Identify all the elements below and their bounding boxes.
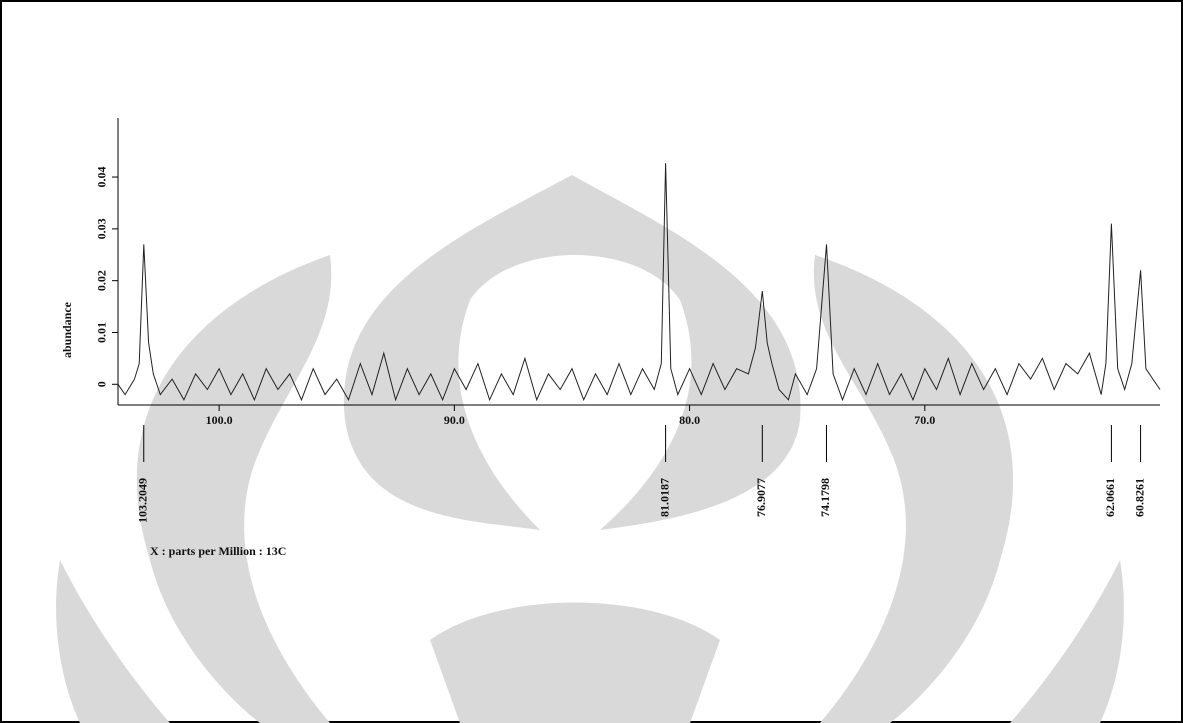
x-axis-label: X : parts per Million : 13C [150,544,286,558]
x-tick-label: 90.0 [444,413,465,427]
peak-label: 62.0661 [1103,478,1117,517]
y-tick-label: 0.01 [95,322,109,343]
x-tick-label: 80.0 [679,413,700,427]
x-tick-label: 100.0 [206,413,233,427]
y-axis-label: abundance [60,301,74,358]
y-tick-label: 0 [95,381,109,387]
peak-label: 74.1798 [818,478,832,517]
peak-label: 76.9077 [754,478,768,517]
peak-label: 60.8261 [1132,478,1146,517]
x-tick-label: 70.0 [914,413,935,427]
y-tick-label: 0.04 [95,167,109,188]
peak-label: 81.0187 [657,478,671,517]
peak-label: 103.2049 [136,478,150,523]
page: abundance X : parts per Million : 13C 0 0… [0,0,1183,723]
y-tick-label: 0.03 [95,218,109,239]
y-tick-label: 0.02 [95,270,109,291]
